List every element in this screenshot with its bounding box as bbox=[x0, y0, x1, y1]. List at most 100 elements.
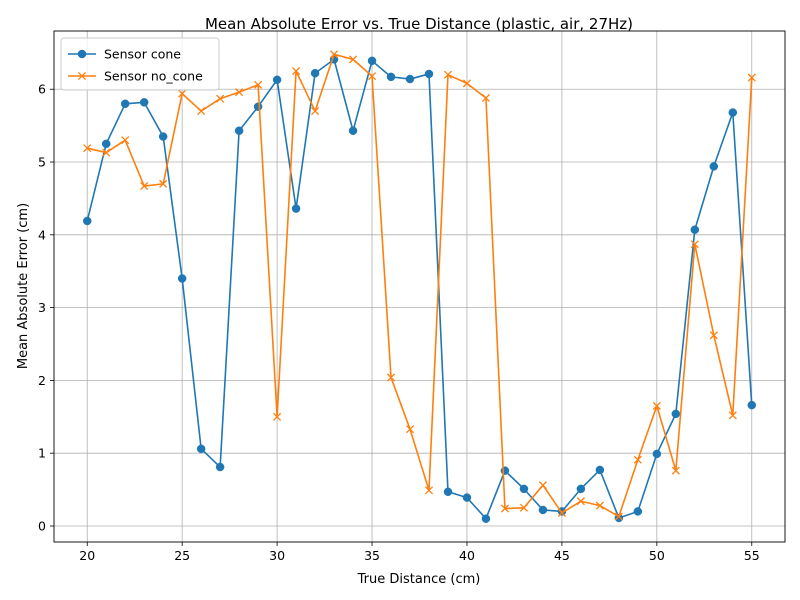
data-point-sensor-cone bbox=[633, 507, 643, 516]
data-point-sensor-no-cone bbox=[652, 401, 661, 410]
y-axis-label: Mean Absolute Error (cm) bbox=[16, 203, 31, 369]
data-point-sensor-cone bbox=[690, 225, 700, 234]
data-point-sensor-cone bbox=[538, 505, 548, 515]
data-point-sensor-no-cone bbox=[367, 72, 377, 81]
data-point-sensor-no-cone bbox=[747, 73, 756, 82]
data-point-sensor-no-cone bbox=[83, 144, 92, 153]
legend-entry-sensor-no-cone: Sensor no_cone bbox=[68, 69, 203, 84]
legend-box bbox=[60, 37, 220, 91]
data-point-sensor-no-cone bbox=[557, 508, 566, 517]
series-sensor-no-cone bbox=[83, 50, 756, 521]
series-layer bbox=[82, 50, 757, 523]
data-point-sensor-cone bbox=[576, 484, 586, 494]
y-tick-label: 0 bbox=[38, 518, 46, 533]
data-point-sensor-no-cone bbox=[102, 148, 111, 157]
data-point-sensor-no-cone bbox=[424, 486, 434, 495]
data-point-sensor-cone bbox=[215, 462, 225, 472]
data-point-sensor-no-cone bbox=[292, 66, 301, 76]
x-tick-label: 40 bbox=[459, 548, 475, 563]
data-point-sensor-cone bbox=[120, 99, 130, 109]
legend: Sensor cone Sensor no_cone bbox=[60, 37, 220, 91]
data-point-sensor-cone bbox=[481, 514, 491, 523]
x-tick-label: 20 bbox=[79, 548, 95, 563]
data-point-sensor-no-cone bbox=[481, 93, 491, 103]
data-point-sensor-no-cone bbox=[728, 411, 737, 420]
data-point-sensor-no-cone bbox=[178, 89, 187, 98]
data-point-sensor-no-cone bbox=[538, 481, 547, 490]
data-point-sensor-cone bbox=[747, 400, 757, 410]
y-tick-label: 6 bbox=[38, 82, 46, 97]
data-point-sensor-cone bbox=[405, 74, 415, 84]
chart-title: Mean Absolute Error vs. True Distance (p… bbox=[205, 15, 633, 33]
x-tick-label: 55 bbox=[744, 548, 760, 563]
legend-label: Sensor cone bbox=[104, 47, 181, 62]
y-tick-label: 3 bbox=[38, 300, 46, 315]
data-point-sensor-cone bbox=[234, 126, 244, 135]
legend-entry-sensor-cone: Sensor cone bbox=[68, 47, 181, 62]
data-point-sensor-cone bbox=[595, 465, 605, 475]
legend-swatch-marker bbox=[77, 71, 87, 81]
data-point-sensor-no-cone bbox=[405, 425, 415, 434]
x-tick-label: 45 bbox=[554, 548, 570, 563]
data-point-sensor-no-cone bbox=[633, 455, 642, 464]
data-point-sensor-no-cone bbox=[614, 512, 623, 521]
data-point-sensor-no-cone bbox=[443, 70, 453, 79]
data-point-sensor-no-cone bbox=[595, 501, 604, 510]
data-point-sensor-cone bbox=[652, 449, 662, 459]
data-point-sensor-no-cone bbox=[329, 50, 339, 59]
data-point-sensor-cone bbox=[386, 72, 396, 82]
data-point-sensor-cone bbox=[82, 216, 92, 226]
y-tick-label: 4 bbox=[38, 227, 46, 242]
data-point-sensor-no-cone bbox=[462, 79, 472, 88]
data-point-sensor-cone bbox=[272, 75, 282, 85]
data-point-sensor-cone bbox=[728, 108, 738, 117]
data-point-sensor-no-cone bbox=[500, 504, 510, 513]
legend-swatch-marker bbox=[77, 49, 87, 59]
data-point-sensor-no-cone bbox=[311, 107, 320, 116]
data-point-sensor-no-cone bbox=[671, 466, 680, 475]
data-point-sensor-no-cone bbox=[159, 179, 168, 188]
data-point-sensor-cone bbox=[158, 132, 168, 141]
data-point-sensor-cone bbox=[348, 126, 358, 135]
data-point-sensor-no-cone bbox=[690, 240, 699, 249]
data-point-sensor-no-cone bbox=[140, 181, 149, 191]
y-tick-label: 2 bbox=[38, 373, 46, 388]
data-point-sensor-no-cone bbox=[386, 373, 396, 382]
data-point-sensor-cone bbox=[177, 274, 187, 283]
data-point-sensor-cone bbox=[671, 409, 681, 419]
data-point-sensor-no-cone bbox=[197, 107, 206, 116]
data-point-sensor-no-cone bbox=[121, 136, 130, 145]
series-line-sensor-cone bbox=[86, 58, 753, 520]
y-tick-label: 5 bbox=[38, 155, 46, 170]
data-point-sensor-cone bbox=[500, 466, 510, 475]
y-tick-label: 1 bbox=[38, 446, 46, 461]
data-point-sensor-cone bbox=[709, 162, 719, 171]
x-axis-label: True Distance (cm) bbox=[357, 572, 481, 587]
data-point-sensor-cone bbox=[291, 204, 301, 213]
x-tick-label: 25 bbox=[174, 548, 190, 563]
data-point-sensor-no-cone bbox=[519, 503, 528, 512]
data-point-sensor-cone bbox=[253, 102, 263, 111]
y-axis: 0 1 2 3 4 5 6 bbox=[38, 82, 54, 533]
data-point-sensor-cone bbox=[367, 56, 377, 66]
data-point-sensor-cone bbox=[424, 69, 434, 79]
data-point-sensor-cone bbox=[519, 484, 529, 494]
data-point-sensor-cone bbox=[462, 493, 472, 502]
x-tick-label: 35 bbox=[364, 548, 380, 563]
x-tick-label: 50 bbox=[649, 548, 665, 563]
x-tick-label: 30 bbox=[269, 548, 285, 563]
data-point-sensor-no-cone bbox=[235, 88, 244, 97]
series-sensor-cone bbox=[82, 55, 757, 523]
legend-label: Sensor no_cone bbox=[104, 69, 203, 84]
data-point-sensor-no-cone bbox=[254, 80, 263, 89]
data-point-sensor-cone bbox=[310, 68, 320, 78]
data-point-sensor-no-cone bbox=[273, 412, 282, 421]
grid-lines bbox=[54, 31, 785, 542]
plot-frame bbox=[53, 30, 786, 543]
data-point-sensor-no-cone bbox=[216, 94, 225, 103]
x-axis: 20 25 30 35 40 45 50 55 bbox=[79, 542, 760, 563]
data-point-sensor-no-cone bbox=[709, 331, 718, 340]
data-point-sensor-no-cone bbox=[576, 497, 585, 506]
